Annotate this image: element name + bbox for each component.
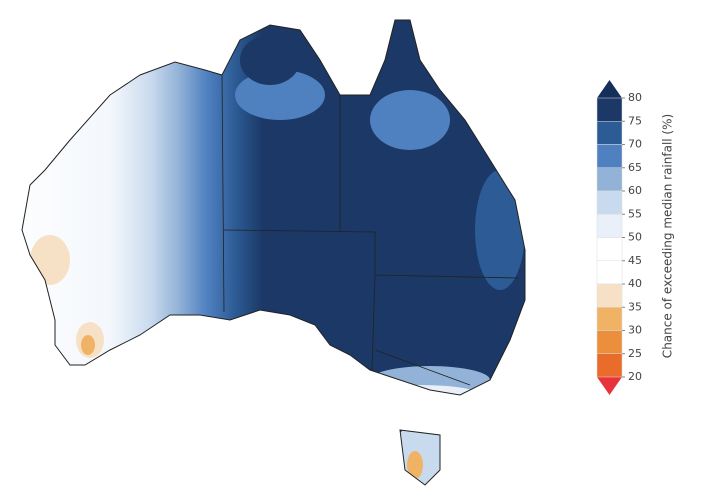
legend-tick-label: 80: [628, 91, 642, 104]
legend-swatch: [596, 353, 623, 378]
legend-tick-label: 45: [628, 254, 642, 267]
legend-tick-label: 55: [628, 207, 642, 220]
legend-tick-label: 20: [628, 370, 642, 383]
tasmania-outline: [399, 429, 441, 486]
legend-swatch: [596, 190, 623, 215]
legend-tick-label: 70: [628, 138, 642, 151]
legend-tick-label: 50: [628, 231, 642, 244]
legend-swatch: [596, 283, 623, 308]
legend-swatch: [596, 144, 623, 168]
legend-tick-label: 40: [628, 277, 642, 290]
legend-swatch: [596, 330, 623, 354]
state-borders: [221, 74, 519, 386]
legend-swatch: [596, 167, 623, 192]
legend-swatch: [596, 97, 623, 122]
legend-swatch: [596, 260, 623, 285]
legend-tick-label: 60: [628, 184, 642, 197]
legend-swatch: [596, 121, 623, 145]
legend-tick-label: 35: [628, 300, 642, 313]
rainfall-map: [22, 20, 525, 485]
legend-swatch: [596, 214, 623, 238]
legend-tick-label: 30: [628, 324, 642, 337]
legend-arrow-under: [597, 377, 622, 395]
legend-swatch: [596, 307, 623, 331]
legend-title: Chance of exceeding median rainfall (%): [661, 114, 675, 358]
legend-swatch: [596, 237, 623, 261]
legend-tick-label: 25: [628, 347, 642, 360]
legend: Chance of exceeding median rainfall (%) …: [596, 80, 675, 395]
legend-tick-label: 75: [628, 114, 642, 127]
legend-tick-label: 65: [628, 161, 642, 174]
legend-arrow-over: [597, 80, 622, 98]
